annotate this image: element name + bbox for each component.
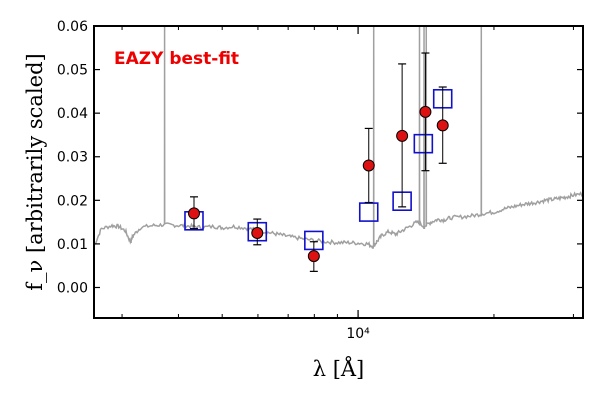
y-tick-label: 0.03 — [57, 150, 88, 166]
y-tick-label: 0.05 — [57, 63, 88, 79]
axis-ticks: 0.00 0.01 0.02 0.03 0.04 0.05 0.06 10⁴ — [57, 19, 583, 342]
y-tick-label: 0.04 — [57, 106, 88, 122]
x-tick-label: 10⁴ — [346, 326, 370, 342]
y-tick-label: 0.06 — [57, 19, 88, 35]
model-flux-box — [358, 202, 379, 222]
y-tick-label: 0.02 — [57, 193, 88, 209]
annotation-label: EAZY best-fit — [114, 49, 239, 69]
y-tick-label: 0.00 — [57, 280, 88, 296]
observed-flux-point — [307, 250, 320, 263]
plot-area — [94, 26, 583, 272]
model-sed-line — [94, 26, 583, 249]
model-flux-box — [413, 133, 434, 154]
observed-flux-point — [419, 105, 432, 118]
observed-flux-point — [362, 159, 375, 172]
observed-flux-point — [251, 227, 264, 240]
x-axis-label: λ [Å] — [313, 356, 365, 381]
plot-frame — [93, 25, 584, 319]
observed-flux-point — [187, 207, 200, 220]
observed-flux-point — [436, 119, 449, 132]
y-axis-label: f_ν [arbitrarily scaled] — [23, 53, 47, 290]
observed-flux-point — [396, 129, 409, 142]
y-tick-label: 0.01 — [57, 237, 88, 253]
plot-content — [94, 26, 583, 272]
